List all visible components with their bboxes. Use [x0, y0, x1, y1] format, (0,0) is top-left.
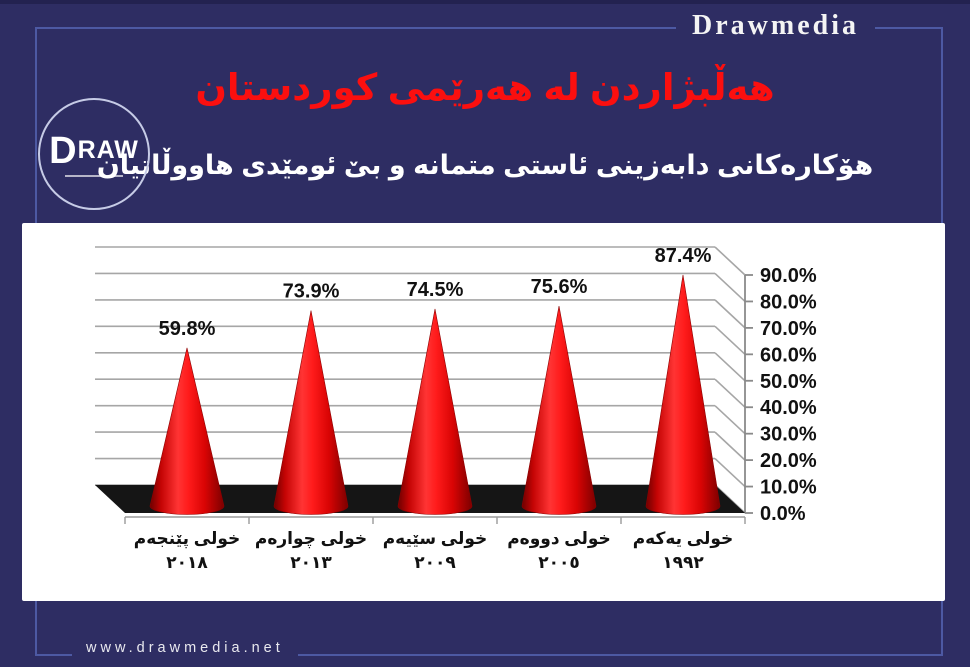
svg-text:30.0%: 30.0%	[760, 424, 817, 446]
poster-title: هه‌ڵبژاردن له‌ هه‌رێمی كوردستان	[195, 67, 775, 108]
svg-text:خولی یه‌كه‌م: خولی یه‌كه‌م	[633, 529, 734, 549]
svg-text:75.6%: 75.6%	[531, 276, 588, 298]
logo-text-row: D RAW	[49, 132, 139, 170]
svg-text:74.5%: 74.5%	[407, 279, 464, 301]
svg-text:١٩٩٢: ١٩٩٢	[662, 553, 704, 572]
svg-text:20.0%: 20.0%	[760, 450, 817, 472]
svg-text:59.8%: 59.8%	[159, 318, 216, 340]
logo-letters-raw: RAW	[77, 136, 139, 164]
svg-text:10.0%: 10.0%	[760, 477, 817, 499]
svg-text:60.0%: 60.0%	[760, 344, 817, 366]
brand-wordmark: Drawmedia	[676, 8, 875, 44]
logo-tagline	[65, 174, 123, 177]
poster-subtitle: هۆكاره‌كانی دابه‌زینی ئاستی متمانه‌ و بێ…	[96, 150, 874, 180]
svg-text:خولی چواره‌م: خولی چواره‌م	[255, 529, 367, 549]
svg-text:خولی سێیه‌م: خولی سێیه‌م	[383, 529, 488, 549]
svg-text:87.4%: 87.4%	[655, 245, 712, 267]
svg-text:80.0%: 80.0%	[760, 291, 817, 313]
cone-chart: 0.0% 10.0% 20.0% 30.0% 40.0% 50.0% 60.0% 70.0% 8…	[95, 245, 817, 572]
svg-text:50.0%: 50.0%	[760, 371, 817, 393]
svg-text:90.0%: 90.0%	[760, 265, 817, 287]
svg-text:40.0%: 40.0%	[760, 397, 817, 419]
svg-text:٢٠٠٩: ٢٠٠٩	[414, 553, 456, 572]
svg-text:٢٠٠٥: ٢٠٠٥	[538, 553, 580, 572]
website-url: www.drawmedia.net	[72, 634, 298, 662]
svg-text:0.0%: 0.0%	[760, 503, 806, 525]
svg-text:٢٠١٣: ٢٠١٣	[290, 553, 332, 572]
logo-letter-d: D	[49, 129, 77, 172]
chart-panel: 0.0% 10.0% 20.0% 30.0% 40.0% 50.0% 60.0% 70.0% 8…	[22, 223, 945, 601]
svg-text:73.9%: 73.9%	[283, 281, 340, 303]
draw-logo-icon: D RAW	[38, 98, 150, 210]
svg-text:خولی پێنجه‌م: خولی پێنجه‌م	[134, 529, 241, 549]
svg-text:70.0%: 70.0%	[760, 318, 817, 340]
svg-text:خولی دووه‌م: خولی دووه‌م	[507, 529, 611, 549]
svg-text:٢٠١٨: ٢٠١٨	[166, 553, 208, 572]
